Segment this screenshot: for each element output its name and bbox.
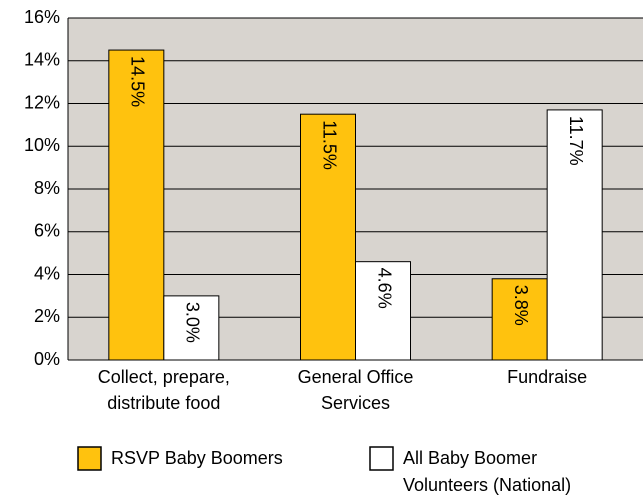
value-label: 4.6% (374, 268, 394, 309)
x-tick-label: Services (321, 393, 390, 413)
x-tick-label: distribute food (107, 393, 220, 413)
y-tick-label: 0% (34, 349, 60, 369)
y-tick-label: 4% (34, 263, 60, 283)
value-label: 11.5% (319, 120, 339, 170)
y-tick-label: 12% (24, 92, 60, 112)
y-tick-label: 14% (24, 50, 60, 70)
legend-label: Volunteers (National) (403, 475, 571, 495)
legend-swatch (77, 446, 102, 471)
legend-swatch (369, 446, 394, 471)
value-label: 11.7% (566, 116, 586, 166)
x-tick-label: General Office (298, 367, 414, 387)
legend-label: RSVP Baby Boomers (111, 448, 283, 468)
bar (546, 109, 603, 361)
y-tick-label: 2% (34, 306, 60, 326)
legend-label: All Baby Boomer (403, 448, 537, 468)
bar (355, 261, 411, 361)
x-tick-label: Fundraise (507, 367, 587, 387)
y-tick-label: 6% (34, 221, 60, 241)
y-tick-label: 16% (24, 7, 60, 27)
bar (300, 113, 356, 361)
value-label: 14.5% (128, 56, 148, 107)
bar (108, 49, 165, 361)
x-tick-label: Collect, prepare, (98, 367, 230, 387)
bar (163, 295, 220, 361)
bar (491, 278, 548, 361)
value-label: 3.0% (183, 302, 203, 343)
y-tick-label: 10% (24, 135, 60, 155)
y-tick-label: 8% (34, 178, 60, 198)
value-label: 3.8% (511, 285, 531, 326)
